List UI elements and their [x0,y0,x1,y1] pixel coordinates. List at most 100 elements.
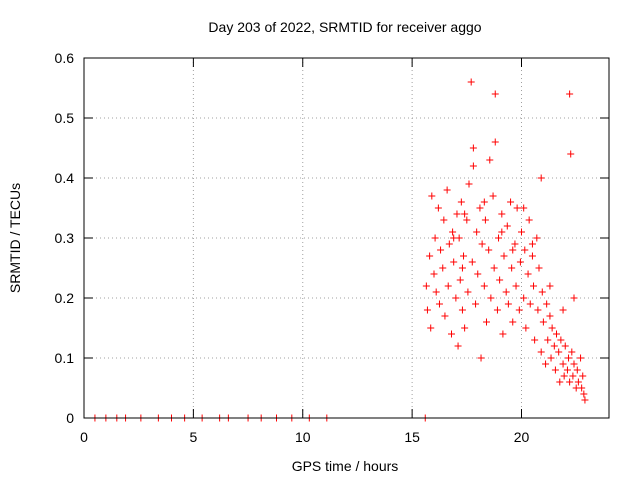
data-point [490,264,498,272]
data-point [491,138,499,146]
y-tick-label: 0 [66,410,74,426]
data-point [493,306,501,314]
data-point [485,246,493,254]
data-point [547,354,555,362]
x-tick-label: 15 [404,429,420,445]
data-point [464,288,472,296]
data-point [544,336,552,344]
data-point [512,282,520,290]
data-point [553,330,560,338]
data-point [546,312,554,320]
data-point [503,222,511,230]
data-point [548,324,556,332]
data-point [458,306,466,314]
y-tick-label: 0.2 [55,290,75,306]
data-point [570,360,578,368]
data-point [559,306,567,314]
x-tick-label: 10 [295,429,311,445]
data-point [476,204,484,212]
data-point [428,192,436,200]
grid-lines [84,58,609,418]
data-point [502,288,510,296]
data-point [509,318,517,326]
data-point [513,204,521,212]
data-point [474,270,482,278]
data-point [444,282,452,290]
data-point [478,240,486,248]
data-point [567,150,575,158]
data-point [498,228,506,236]
data-point [434,204,442,212]
data-point [469,162,477,170]
data-point [535,264,543,272]
data-point [533,234,541,242]
y-tick-label: 0.6 [55,50,75,66]
data-point [469,144,477,152]
plot-frame [83,57,610,419]
data-point [453,210,461,218]
data-point [473,228,481,236]
data-point [477,354,485,362]
data-point [480,198,488,206]
data-point [509,246,517,254]
data-point [574,378,582,386]
data-point [556,378,564,386]
y-tick-label: 0.4 [55,170,75,186]
y-tick-label: 0.1 [55,350,75,366]
data-point [452,294,460,302]
data-point [467,78,475,86]
data-point [500,252,508,260]
data-point [526,300,534,308]
data-point [537,348,545,356]
data-point [515,306,523,314]
data-point [522,324,530,332]
data-point [531,336,539,344]
chart-title: Day 203 of 2022, SRMTID for receiver agg… [208,19,481,35]
data-point [496,276,504,284]
tick-labels: 0 0.1 0.2 0.3 0.4 0.5 0.6 0 5 10 15 20 [55,50,530,445]
data-point [565,354,573,362]
y-tick-label: 0.3 [55,230,75,246]
data-point [498,210,506,218]
data-point [566,378,574,386]
data-point [507,198,515,206]
data-point [435,300,443,308]
data-point [480,282,488,290]
data-point [450,234,458,242]
data-point [542,360,550,368]
data-point [495,234,503,242]
data-point [449,228,457,236]
data-point [456,276,464,284]
data-point [483,318,490,326]
data-point [563,366,571,374]
data-point [445,240,453,248]
data-point [450,258,458,266]
data-point [463,216,471,224]
data-point [504,300,512,308]
data-point [481,216,489,224]
data-point [518,228,525,236]
data-point [550,342,558,350]
data-point [472,300,480,308]
data-point [489,192,497,200]
data-point [573,366,581,374]
data-point [426,252,434,260]
y-axis-label: SRMTID / TECUs [7,183,23,293]
data-point [534,306,542,314]
data-point [423,306,431,314]
data-point [431,234,439,242]
data-point [516,258,524,266]
data-point [440,216,448,224]
data-point [579,372,587,380]
data-point [546,282,554,290]
data-point [577,354,585,362]
data-point [448,330,455,338]
data-point [561,342,569,350]
data-point [422,282,430,290]
data-point [437,246,445,254]
data-point [457,198,465,206]
data-point [538,288,546,296]
data-point [521,246,529,254]
x-tick-label: 0 [80,429,88,445]
data-point [559,360,567,368]
